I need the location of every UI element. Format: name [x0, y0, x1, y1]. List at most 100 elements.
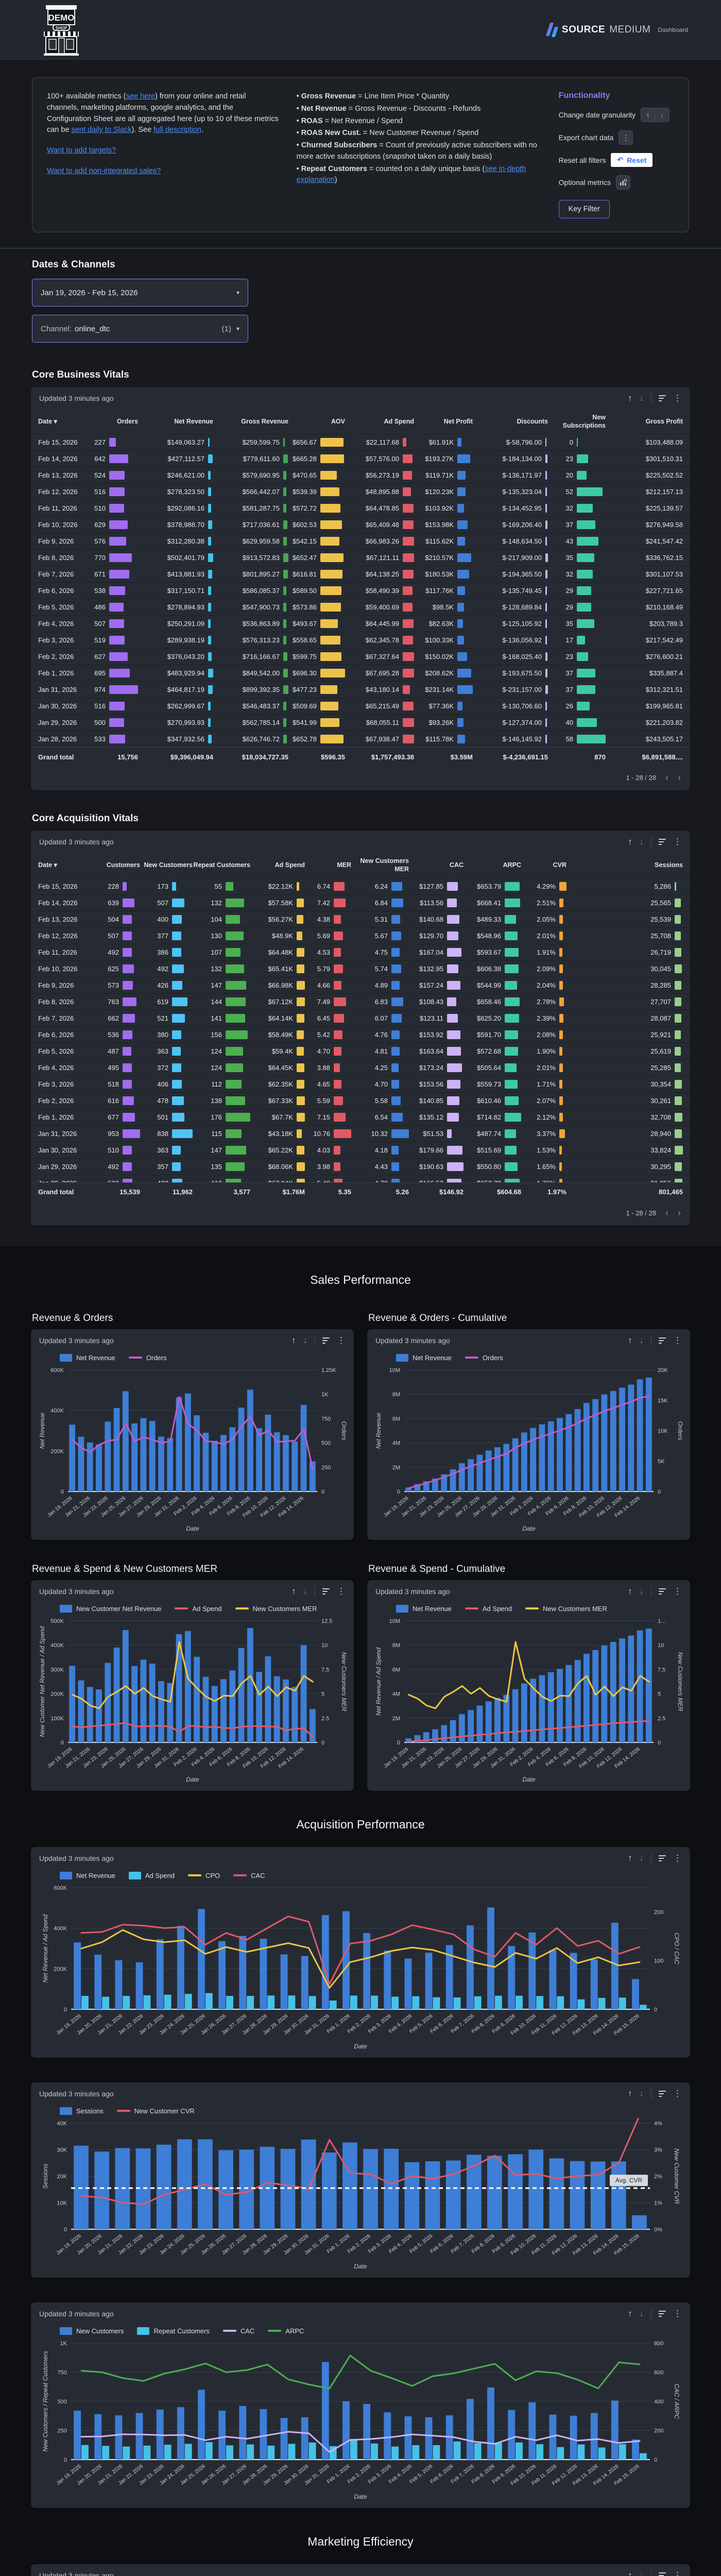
- bar-Repeat Customers[interactable]: [433, 2445, 440, 2460]
- bar-New Customer Net Revenue[interactable]: [104, 1663, 111, 1742]
- move-down-icon[interactable]: ↓: [639, 1335, 644, 1345]
- bar-Net Revenue[interactable]: [255, 1428, 262, 1492]
- move-down-icon[interactable]: ↓: [639, 2308, 644, 2318]
- bar-Net Revenue[interactable]: [645, 1377, 652, 1492]
- bar-New Customers[interactable]: [466, 2398, 474, 2460]
- bar-Net Revenue[interactable]: [494, 1447, 501, 1492]
- bar-Repeat Customers[interactable]: [350, 2438, 357, 2460]
- bar-Net Revenue[interactable]: [601, 1645, 607, 1742]
- bar-Net Revenue[interactable]: [156, 1939, 164, 2009]
- bar-Sessions[interactable]: [384, 2148, 399, 2229]
- bar-Net Revenue[interactable]: [503, 1694, 509, 1742]
- bar-New Customers[interactable]: [218, 2410, 226, 2460]
- bar-Ad Spend[interactable]: [494, 1995, 502, 2009]
- bar-Net Revenue[interactable]: [539, 1675, 545, 1742]
- bar-Net Revenue[interactable]: [467, 1459, 474, 1492]
- bar-Net Revenue[interactable]: [590, 1959, 598, 2009]
- bar-New Customers[interactable]: [549, 2414, 557, 2460]
- bar-Net Revenue[interactable]: [140, 1418, 146, 1492]
- bar-New Customer Net Revenue[interactable]: [78, 1680, 84, 1742]
- move-down-icon[interactable]: ↓: [639, 1586, 644, 1596]
- bar-Net Revenue[interactable]: [104, 1421, 111, 1492]
- more-options-icon[interactable]: ⋮: [673, 837, 682, 847]
- bar-New Customers[interactable]: [384, 2412, 391, 2460]
- bar-Net Revenue[interactable]: [113, 1408, 119, 1492]
- bar-New Customers[interactable]: [611, 2400, 619, 2460]
- move-down-icon[interactable]: ↓: [303, 1335, 308, 1345]
- bar-New Customers[interactable]: [425, 2417, 433, 2460]
- bar-Net Revenue[interactable]: [218, 1941, 226, 2009]
- bar-New Customer Net Revenue[interactable]: [282, 1679, 289, 1742]
- bar-Net Revenue[interactable]: [627, 1635, 634, 1742]
- bar-Net Revenue[interactable]: [301, 1956, 308, 2009]
- bar-Net Revenue[interactable]: [610, 1641, 616, 1742]
- bar-Repeat Customers[interactable]: [308, 2442, 316, 2460]
- move-down-icon[interactable]: ↓: [639, 837, 644, 847]
- bar-Ad Spend[interactable]: [598, 1997, 606, 2009]
- bar-Net Revenue[interactable]: [611, 1922, 619, 2009]
- bar-Sessions[interactable]: [280, 2148, 296, 2229]
- bar-Net Revenue[interactable]: [529, 1679, 536, 1742]
- bar-Sessions[interactable]: [363, 2148, 378, 2229]
- bar-Ad Spend[interactable]: [226, 1995, 233, 2009]
- bar-Net Revenue[interactable]: [556, 1417, 563, 1492]
- channel-select[interactable]: Channel: online_dtc (1) ▾: [32, 315, 248, 343]
- bar-Repeat Customers[interactable]: [143, 2445, 151, 2460]
- more-options-icon[interactable]: ⋮: [673, 393, 682, 403]
- bar-Net Revenue[interactable]: [547, 1421, 554, 1492]
- bar-New Customer Net Revenue[interactable]: [140, 1659, 146, 1742]
- bar-Sessions[interactable]: [218, 2150, 233, 2229]
- bar-Ad Spend[interactable]: [619, 1997, 626, 2009]
- bar-Ad Spend[interactable]: [267, 1995, 275, 2009]
- bar-Net Revenue[interactable]: [265, 1414, 271, 1492]
- bar-Ad Spend[interactable]: [81, 1995, 89, 2009]
- bar-Net Revenue[interactable]: [494, 1698, 501, 1742]
- bar-Net Revenue[interactable]: [177, 1925, 184, 2009]
- bar-New Customer Net Revenue[interactable]: [176, 1634, 182, 1742]
- bar-Ad Spend[interactable]: [557, 1996, 564, 2009]
- bar-Net Revenue[interactable]: [592, 1650, 598, 1742]
- bar-Repeat Customers[interactable]: [474, 2443, 482, 2460]
- bar-Net Revenue[interactable]: [529, 1428, 536, 1492]
- bar-Net Revenue[interactable]: [637, 1630, 643, 1742]
- bar-New Customer Net Revenue[interactable]: [273, 1676, 280, 1742]
- slack-link[interactable]: sent daily to Slack: [71, 126, 132, 134]
- bar-Net Revenue[interactable]: [574, 1659, 580, 1742]
- bar-Net Revenue[interactable]: [458, 1463, 465, 1492]
- bar-Net Revenue[interactable]: [592, 1399, 598, 1492]
- filter-icon[interactable]: [322, 1588, 330, 1595]
- bar-New Customer Net Revenue[interactable]: [68, 1665, 75, 1742]
- bar-Repeat Customers[interactable]: [226, 2445, 233, 2460]
- more-options-icon[interactable]: ⋮: [673, 1586, 682, 1596]
- move-down-icon[interactable]: ↓: [639, 2088, 644, 2098]
- bar-Net Revenue[interactable]: [87, 1442, 93, 1492]
- page-next-icon[interactable]: ›: [678, 1207, 681, 1218]
- bar-Net Revenue[interactable]: [414, 1484, 420, 1492]
- more-options-icon[interactable]: ⋮: [337, 1335, 346, 1345]
- bar-New Customers[interactable]: [570, 2415, 577, 2460]
- bar-New Customers[interactable]: [404, 2416, 412, 2460]
- bar-Net Revenue[interactable]: [309, 1461, 316, 1492]
- bar-Repeat Customers[interactable]: [494, 2442, 502, 2460]
- optional-metrics-button[interactable]: [615, 175, 630, 190]
- more-options-icon[interactable]: ⋮: [673, 2570, 682, 2576]
- bar-Net Revenue[interactable]: [601, 1394, 607, 1492]
- bar-Net Revenue[interactable]: [549, 1950, 557, 2009]
- bar-Repeat Customers[interactable]: [267, 2445, 275, 2460]
- column-header[interactable]: Sessions: [655, 861, 683, 869]
- full-description-link[interactable]: full description: [153, 126, 201, 134]
- filter-icon[interactable]: [659, 2572, 666, 2576]
- bar-Repeat Customers[interactable]: [412, 2445, 420, 2460]
- more-options-icon[interactable]: ⋮: [673, 2308, 682, 2318]
- bar-Net Revenue[interactable]: [432, 1729, 438, 1742]
- bar-Net Revenue[interactable]: [485, 1450, 492, 1492]
- bar-Ad Spend[interactable]: [143, 1995, 151, 2009]
- column-header[interactable]: Discounts: [517, 417, 548, 425]
- bar-New Customers[interactable]: [74, 2410, 81, 2460]
- bar-Net Revenue[interactable]: [512, 1438, 518, 1492]
- bar-Sessions[interactable]: [301, 2139, 316, 2229]
- bar-New Customers[interactable]: [487, 2387, 494, 2460]
- bar-Net Revenue[interactable]: [565, 1665, 572, 1742]
- move-down-icon[interactable]: ↓: [639, 393, 644, 403]
- move-up-icon[interactable]: ↑: [628, 1853, 632, 1863]
